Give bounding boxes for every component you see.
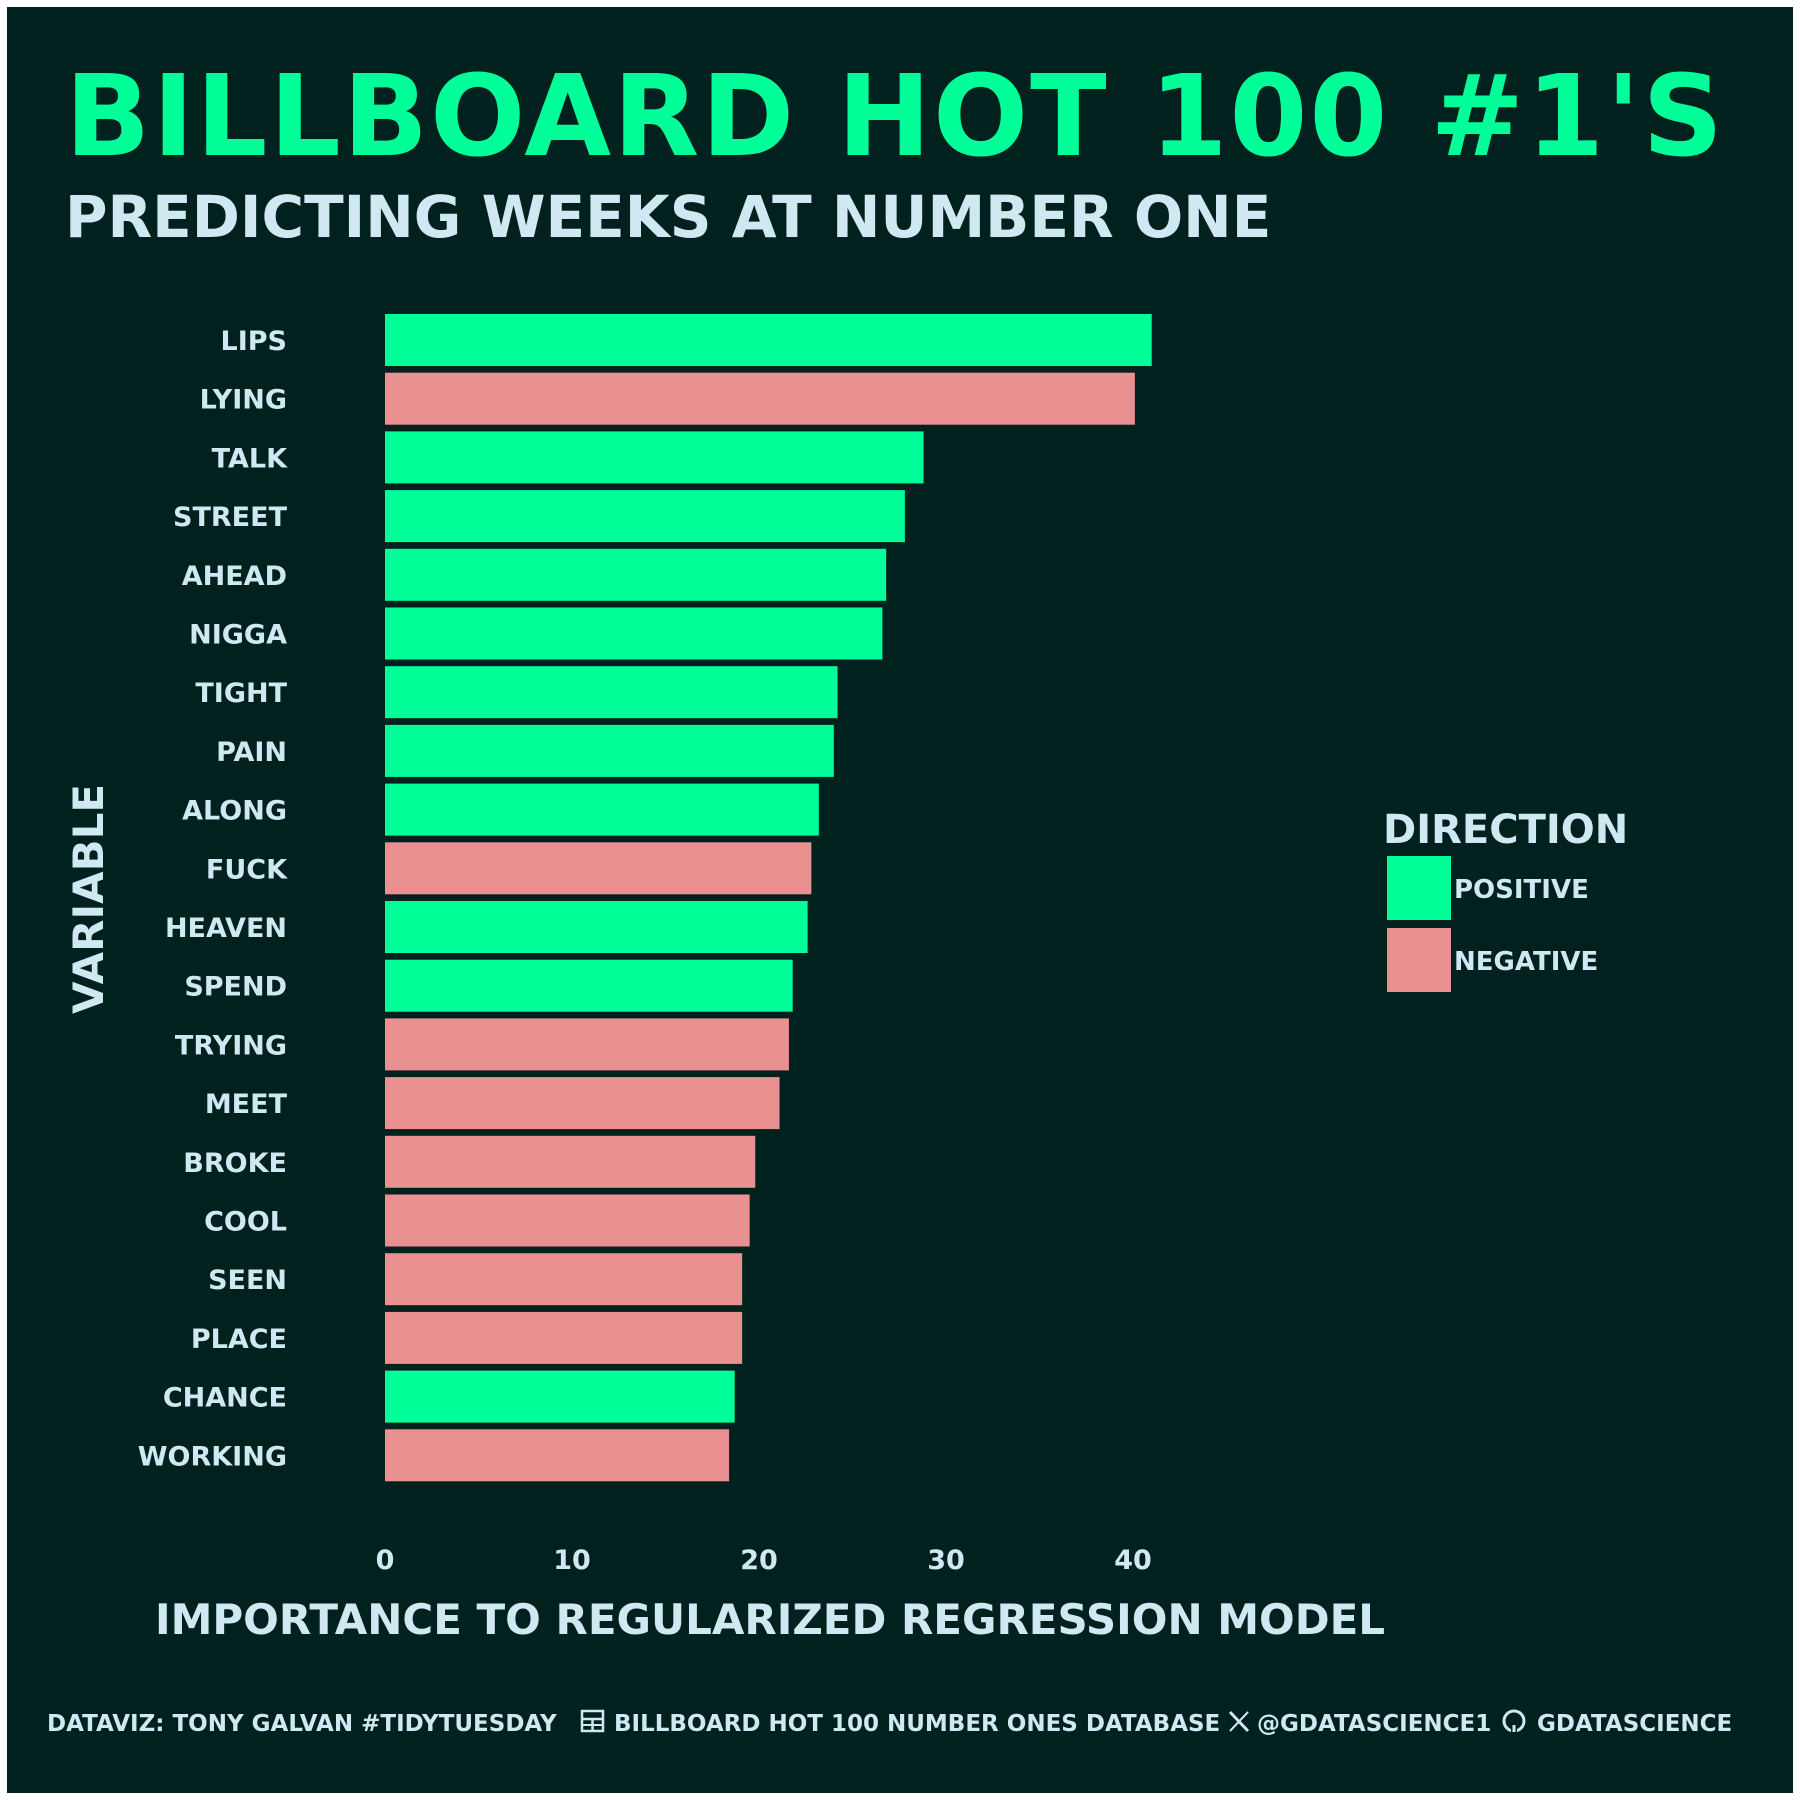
legend-label-positive: POSITIVE: [1454, 875, 1589, 905]
chart-canvas: BILLBOARD HOT 100 #1'S PREDICTING WEEKS …: [7, 7, 1793, 1793]
bar-place: [385, 1311, 743, 1364]
category-label-broke: BROKE: [183, 1148, 287, 1179]
legend-title: DIRECTION: [1383, 807, 1628, 853]
category-labels-group: LIPS LYING TALK STREET AHEAD NIGGA TIGHT PAIN AL…: [138, 326, 288, 1472]
bar-heaven: [385, 901, 808, 953]
caption-source: BILLBOARD HOT 100 NUMBER ONES DATABASE: [614, 1711, 1220, 1737]
bar-ahead: [385, 548, 887, 601]
chart-svg: BILLBOARD HOT 100 #1'S PREDICTING WEEKS …: [47, 52, 1732, 1737]
bar-tight: [385, 666, 838, 719]
bar-street: [385, 490, 905, 543]
category-label-street: STREET: [173, 502, 288, 533]
y-axis-title: VARIABLE: [64, 784, 113, 1014]
x-tick-label-40: 40: [1114, 1545, 1152, 1576]
legend: DIRECTION POSITIVE NEGATIVE: [1383, 807, 1628, 992]
category-label-heaven: HEAVEN: [165, 913, 287, 944]
bar-lips: [385, 314, 1152, 366]
category-label-meet: MEET: [205, 1089, 288, 1120]
caption: DATAVIZ: TONY GALVAN #TIDYTUESDAY BILLBO…: [47, 1709, 1732, 1737]
category-label-along: ALONG: [182, 796, 287, 827]
x-tick-label-0: 0: [376, 1545, 395, 1576]
bar-meet: [385, 1077, 780, 1130]
category-label-chance: CHANCE: [163, 1383, 287, 1414]
x-tick-label-20: 20: [740, 1545, 778, 1576]
category-label-trying: TRYING: [175, 1030, 287, 1061]
category-label-cool: COOL: [204, 1207, 287, 1238]
x-tick-label-30: 30: [927, 1545, 965, 1576]
category-label-working: WORKING: [138, 1441, 287, 1472]
bar-fuck: [385, 842, 812, 895]
caption-github: GDATASCIENCE: [1537, 1711, 1732, 1737]
category-label-seen: SEEN: [208, 1265, 287, 1296]
category-label-lying: LYING: [200, 385, 287, 416]
category-label-lips: LIPS: [221, 326, 288, 357]
bar-along: [385, 783, 819, 836]
category-label-ahead: AHEAD: [182, 561, 287, 592]
category-label-pain: PAIN: [216, 737, 287, 768]
legend-swatch-negative: [1387, 928, 1451, 992]
bar-lying: [385, 372, 1135, 425]
bar-seen: [385, 1253, 743, 1306]
x-tick-labels-group: 0 10 20 30 40: [376, 1545, 1152, 1576]
table-icon: [580, 1709, 605, 1733]
category-label-talk: TALK: [212, 443, 288, 474]
category-label-fuck: FUCK: [206, 854, 288, 885]
x-logo-icon: [1228, 1710, 1250, 1733]
chart-title: BILLBOARD HOT 100 #1'S: [65, 52, 1725, 182]
x-axis-title: IMPORTANCE TO REGULARIZED REGRESSION MOD…: [155, 1595, 1385, 1644]
bar-cool: [385, 1194, 750, 1247]
caption-author: DATAVIZ: TONY GALVAN #TIDYTUESDAY: [47, 1711, 557, 1737]
category-label-nigga: NIGGA: [189, 620, 287, 651]
bar-talk: [385, 431, 924, 484]
caption-twitter: @GDATASCIENCE1: [1257, 1711, 1491, 1737]
bar-pain: [385, 724, 834, 777]
bar-chance: [385, 1370, 735, 1423]
bar-spend: [385, 959, 793, 1012]
x-tick-label-10: 10: [553, 1545, 591, 1576]
bar-nigga: [385, 607, 883, 660]
github-icon: [1502, 1709, 1526, 1733]
bar-broke: [385, 1135, 756, 1188]
bars-group: [385, 314, 1152, 1482]
category-label-spend: SPEND: [184, 972, 287, 1003]
bar-working: [385, 1429, 730, 1482]
bar-trying: [385, 1018, 789, 1071]
category-label-place: PLACE: [191, 1324, 287, 1355]
legend-swatch-positive: [1387, 856, 1451, 920]
legend-label-negative: NEGATIVE: [1454, 947, 1598, 977]
category-label-tight: TIGHT: [195, 678, 287, 709]
chart-subtitle: PREDICTING WEEKS AT NUMBER ONE: [65, 183, 1271, 251]
